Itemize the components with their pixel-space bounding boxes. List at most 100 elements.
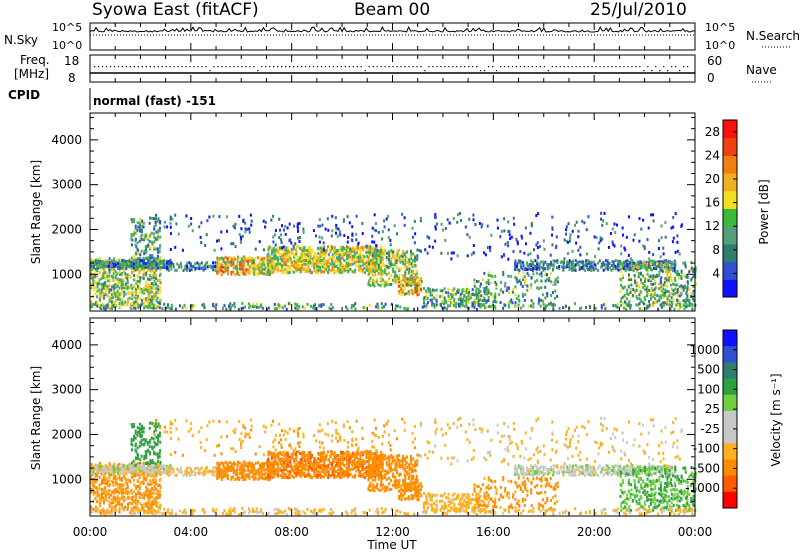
velocity-cell: [273, 451, 276, 455]
velocity-cell: [301, 473, 304, 477]
power-cell: [100, 262, 103, 266]
power-cell: [540, 286, 543, 290]
power-cell: [154, 273, 157, 277]
velocity-cell: [290, 465, 293, 469]
velocity-cell: [90, 505, 93, 509]
power-cell: [398, 255, 401, 259]
power-cell: [453, 287, 456, 291]
power-cell: [142, 286, 145, 290]
power-cell: [121, 297, 124, 301]
power-cell: [572, 268, 575, 272]
velocity-data: [90, 416, 698, 516]
power-cell: [142, 233, 145, 237]
power-cell: [658, 270, 661, 274]
power-cell: [96, 285, 99, 289]
velocity-cell: [309, 462, 312, 466]
power-cell: [660, 276, 663, 280]
power-cell: [244, 272, 247, 276]
power-cell: [455, 292, 458, 296]
power-cell: [627, 304, 630, 308]
power-cell: [466, 233, 469, 237]
power-cell: [638, 302, 641, 306]
power-cell: [685, 302, 688, 306]
velocity-cell: [180, 470, 183, 474]
power-cell: [159, 281, 162, 285]
power-cell: [277, 249, 280, 253]
power-cell: [146, 306, 149, 310]
velocity-cell: [136, 485, 139, 488]
velocity-cell: [98, 483, 101, 487]
freq-label: Freq.: [20, 53, 50, 67]
power-cell: [579, 253, 582, 257]
velocity-cell: [96, 474, 99, 478]
y-tick-label: 1000: [51, 267, 82, 281]
power-cell: [100, 282, 103, 286]
power-cell: [220, 273, 223, 277]
velocity-cell: [154, 428, 157, 432]
power-cell: [134, 231, 137, 235]
velocity-cell: [271, 455, 274, 459]
power-cell: [270, 262, 273, 266]
power-cell: [658, 261, 661, 265]
power-cell: [388, 258, 391, 262]
power-cell: [507, 303, 510, 307]
power-cell: [475, 301, 478, 304]
velocity-cell: [293, 468, 296, 471]
power-cell: [214, 268, 217, 272]
power-cell: [96, 289, 99, 293]
power-cell: [220, 270, 223, 274]
power-cell: [110, 302, 113, 306]
velocity-cell: [149, 439, 152, 442]
nave-point: [157, 66, 159, 68]
power-cell: [389, 250, 392, 254]
power-cell: [267, 256, 270, 260]
velocity-cell: [100, 467, 103, 471]
power-cell: [137, 294, 140, 298]
power-cell: [579, 245, 582, 249]
power-cell: [660, 269, 663, 273]
power-cell: [134, 266, 137, 270]
power-cell: [132, 306, 135, 310]
power-cell: [146, 256, 149, 260]
power-cell: [134, 243, 137, 247]
power-cell: [586, 259, 589, 263]
power-cell: [648, 257, 651, 261]
power-cell: [380, 245, 383, 249]
power-cell: [590, 268, 593, 272]
velocity-cell: [224, 474, 227, 478]
power-cell: [530, 304, 533, 308]
power-cell: [153, 294, 156, 298]
power-cell: [686, 276, 689, 279]
velocity-cell: [106, 499, 109, 503]
velocity-cell: [104, 488, 107, 492]
power-cell: [403, 268, 406, 272]
nave-label: Nave: [746, 63, 777, 77]
power-cell: [191, 307, 194, 311]
power-cell: [631, 294, 634, 297]
power-cell: [453, 297, 456, 301]
velocity-cell: [242, 460, 245, 464]
velocity-cell: [140, 443, 143, 446]
power-cell: [156, 247, 159, 251]
power-cell: [553, 296, 556, 300]
power-cell: [341, 252, 344, 256]
velocity-cell: [114, 505, 117, 509]
power-cell: [148, 301, 151, 305]
velocity-cell: [155, 422, 158, 426]
velocity-cell: [310, 453, 313, 457]
power-cell: [408, 270, 411, 274]
velocity-cell: [136, 466, 139, 470]
power-cell: [514, 293, 517, 297]
power-cell: [688, 298, 691, 302]
power-cell: [457, 213, 460, 217]
nave-point: [511, 66, 514, 68]
velocity-cell: [108, 483, 111, 487]
power-cell: [96, 264, 99, 268]
power-cell: [410, 284, 413, 288]
velocity-cell: [242, 467, 245, 471]
power-cell: [571, 229, 574, 233]
power-cell: [108, 290, 111, 294]
power-cell: [547, 263, 550, 266]
power-cell: [477, 294, 480, 298]
